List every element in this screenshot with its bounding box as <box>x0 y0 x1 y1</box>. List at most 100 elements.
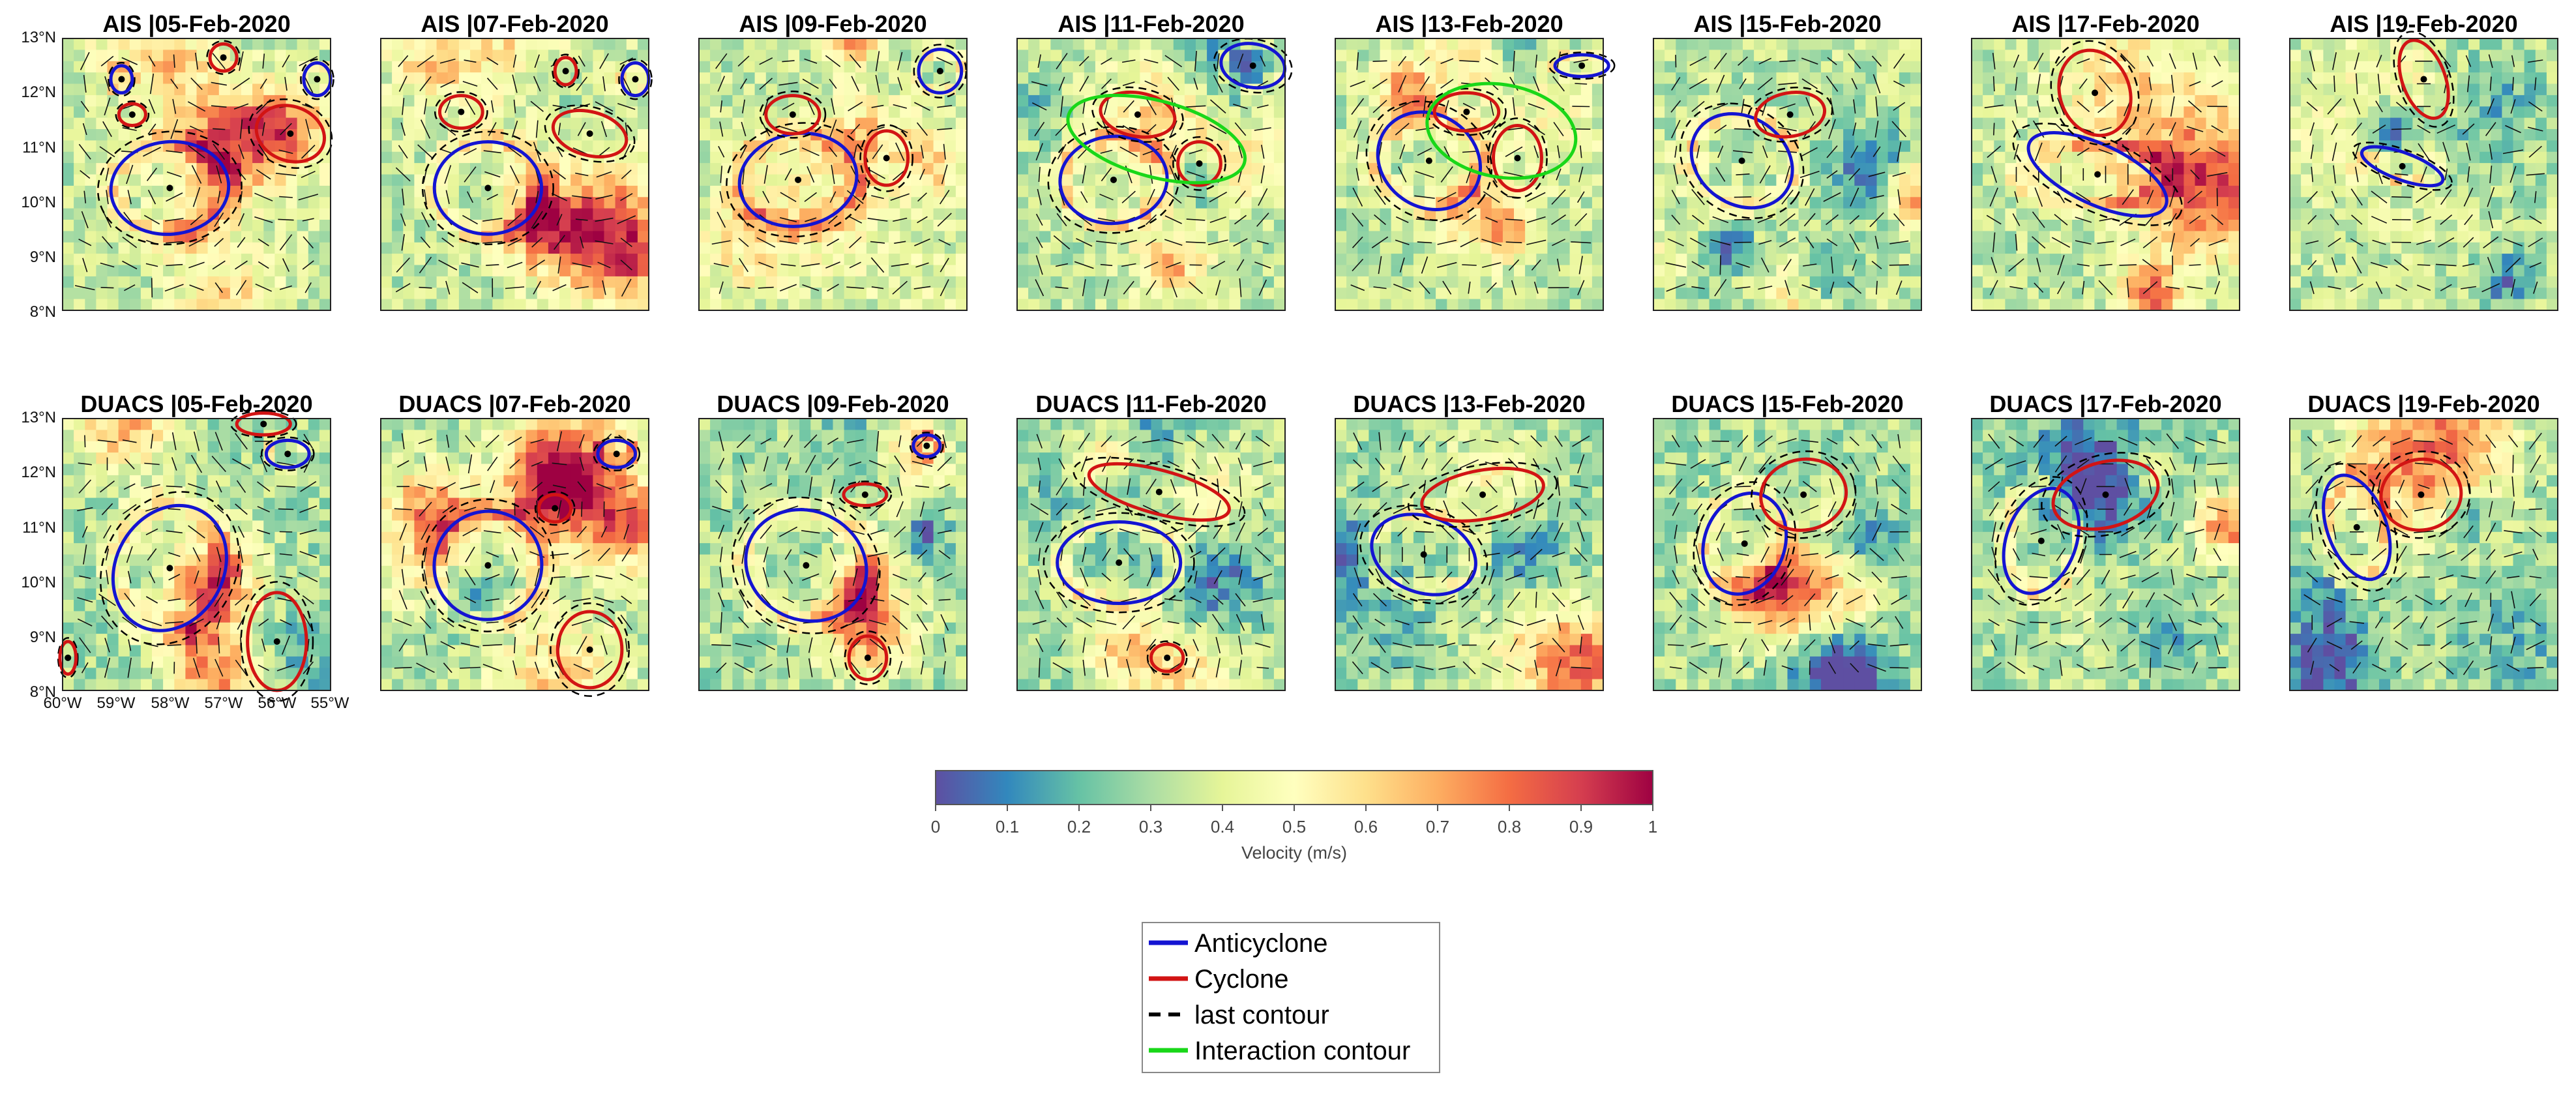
velocity-cell <box>1028 242 1040 254</box>
velocity-cell <box>699 276 711 288</box>
velocity-cell <box>810 72 822 85</box>
velocity-cell <box>492 151 504 164</box>
velocity-cell <box>1854 129 1866 141</box>
velocity-cell <box>140 197 153 209</box>
velocity-arrow <box>151 278 153 298</box>
velocity-cell <box>2206 231 2218 243</box>
velocity-cell <box>252 299 264 311</box>
velocity-cell <box>241 50 253 62</box>
velocity-cell <box>2005 288 2017 300</box>
velocity-arrow <box>280 123 292 136</box>
velocity-cell <box>1832 231 1844 243</box>
velocity-cell <box>844 299 856 311</box>
velocity-cell <box>85 220 96 231</box>
velocity-cell <box>1346 129 1358 141</box>
velocity-cell <box>263 254 275 266</box>
velocity-cell <box>152 50 164 62</box>
velocity-cell <box>1346 61 1358 73</box>
velocity-cell <box>1910 208 1922 220</box>
velocity-cell <box>1391 174 1403 186</box>
velocity-cell <box>788 254 800 266</box>
velocity-cell <box>799 185 811 198</box>
velocity-cell <box>559 129 571 141</box>
velocity-cell <box>2184 38 2196 50</box>
velocity-arrow <box>402 98 405 115</box>
velocity-cell <box>85 140 96 153</box>
velocity-cell <box>1050 288 1063 300</box>
velocity-cell <box>319 220 331 231</box>
velocity-arrow <box>534 54 540 68</box>
velocity-cell <box>1017 129 1029 141</box>
velocity-cell <box>1653 208 1665 220</box>
velocity-cell <box>1218 265 1230 277</box>
velocity-cell <box>1558 254 1571 266</box>
velocity-cell <box>1854 197 1866 209</box>
velocity-cell <box>1039 276 1051 288</box>
velocity-cell <box>1994 50 2006 62</box>
velocity-cell <box>1591 129 1604 141</box>
velocity-cell <box>229 265 242 277</box>
velocity-cell <box>1357 299 1369 311</box>
velocity-cell <box>152 208 164 220</box>
velocity-cell <box>637 174 649 186</box>
velocity-cell <box>777 299 789 311</box>
velocity-cell <box>1402 265 1414 277</box>
velocity-cell <box>392 185 404 198</box>
velocity-cell <box>2172 72 2184 85</box>
velocity-arrow <box>507 238 522 246</box>
velocity-cell <box>1591 117 1604 130</box>
velocity-cell <box>788 151 800 164</box>
velocity-arrow <box>282 258 290 272</box>
velocity-cell <box>2139 83 2151 96</box>
velocity-cell <box>1502 220 1515 231</box>
velocity-cell <box>514 117 527 130</box>
velocity-cell <box>878 185 889 198</box>
velocity-cell <box>2061 140 2073 153</box>
velocity-cell <box>1731 129 1743 141</box>
velocity-cell <box>570 254 582 266</box>
velocity-arrow <box>1505 241 1522 244</box>
velocity-cell <box>74 231 85 243</box>
velocity-arrow <box>188 238 205 247</box>
velocity-cell <box>822 174 834 186</box>
velocity-cell <box>844 220 856 231</box>
velocity-cell <box>319 265 331 277</box>
velocity-cell <box>1106 299 1118 311</box>
velocity-cell <box>1346 95 1358 107</box>
velocity-cell <box>765 83 778 96</box>
velocity-cell <box>1972 106 1983 119</box>
velocity-cell <box>286 197 298 209</box>
velocity-cell <box>710 117 722 130</box>
velocity-cell <box>1346 254 1358 266</box>
velocity-cell <box>308 231 320 243</box>
velocity-cell <box>308 276 320 288</box>
velocity-cell <box>2172 174 2184 186</box>
velocity-cell <box>425 106 437 119</box>
velocity-cell <box>1665 95 1676 107</box>
velocity-cell <box>1665 299 1676 311</box>
velocity-cell <box>1709 140 1721 153</box>
velocity-cell <box>263 197 275 209</box>
velocity-cell <box>2139 299 2151 311</box>
velocity-cell <box>1207 197 1219 209</box>
velocity-cell <box>140 242 153 254</box>
velocity-cell <box>1832 151 1844 164</box>
velocity-cell <box>252 242 264 254</box>
velocity-cell <box>866 95 878 107</box>
velocity-cell <box>1569 38 1582 50</box>
velocity-cell <box>1262 242 1275 254</box>
velocity-cell <box>140 38 153 50</box>
velocity-cell <box>1972 83 1983 96</box>
velocity-cell <box>1983 231 1994 243</box>
velocity-arrow <box>100 262 115 268</box>
velocity-arrow <box>99 146 115 158</box>
velocity-cell <box>593 140 605 153</box>
velocity-cell <box>1335 129 1347 141</box>
velocity-cell <box>74 106 85 119</box>
velocity-cell <box>1743 140 1754 153</box>
velocity-cell <box>955 231 968 243</box>
velocity-cell <box>2217 151 2229 164</box>
velocity-cell <box>2195 163 2207 175</box>
velocity-cell <box>274 299 287 311</box>
velocity-cell <box>2105 197 2118 209</box>
